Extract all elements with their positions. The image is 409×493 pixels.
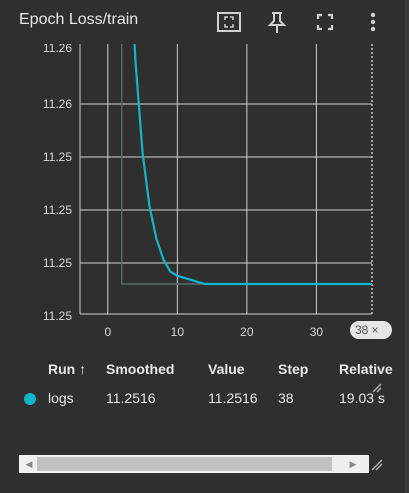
- y-tick-label: 11.25: [43, 256, 72, 270]
- scroll-left-icon[interactable]: ◀: [25, 459, 33, 469]
- card-title: Epoch Loss/train: [19, 11, 139, 28]
- cell-run: logs: [48, 390, 74, 406]
- cell-smoothed: 11.2516: [106, 390, 156, 406]
- header-run[interactable]: Run ↑: [48, 361, 87, 377]
- hover-step-tooltip[interactable]: 38 ×: [350, 321, 392, 339]
- chart-area[interactable]: 11.26 11.25 11.25 11.25 11.26 11.25 0 10 20 30 38…: [0, 44, 405, 393]
- pin-icon[interactable]: [263, 8, 291, 36]
- header-value[interactable]: Value: [208, 361, 245, 377]
- table-resize-icon[interactable]: [369, 457, 383, 471]
- chart-resize-icon[interactable]: [370, 381, 382, 393]
- card-header: Epoch Loss/train: [0, 0, 405, 44]
- y-tick-label: 11.26: [43, 97, 72, 111]
- horizontal-scrollbar[interactable]: ◀ ▶: [19, 455, 369, 473]
- loss-chart[interactable]: 11.26 11.25 11.25 11.25 11.26 11.25 0 10 20 30: [0, 44, 405, 350]
- y-tick-label: 11.25: [43, 150, 72, 164]
- cell-relative: 19.03 s: [339, 390, 385, 406]
- fullscreen-icon[interactable]: [311, 8, 339, 36]
- more-vert-icon[interactable]: [359, 8, 387, 36]
- cell-step: 38: [278, 390, 294, 406]
- header-step[interactable]: Step: [278, 361, 309, 377]
- x-tick-label: 0: [104, 325, 111, 339]
- header-relative[interactable]: Relative: [339, 361, 393, 377]
- header-smoothed[interactable]: Smoothed: [106, 361, 175, 377]
- x-tick-label: 30: [310, 325, 324, 339]
- y-tick-label-clipped: 11.25: [43, 309, 72, 323]
- scroll-right-icon[interactable]: ▶: [349, 459, 357, 469]
- scrollbar-thumb[interactable]: [37, 457, 332, 471]
- x-tick-label: 10: [171, 325, 185, 339]
- cell-value: 11.2516: [208, 390, 258, 406]
- y-tick-label-clipped: 11.26: [43, 44, 72, 55]
- fit-domain-icon[interactable]: [215, 8, 243, 36]
- run-color-dot: [24, 393, 36, 405]
- y-tick-label: 11.25: [43, 203, 72, 217]
- x-tick-label: 20: [240, 325, 254, 339]
- right-edge: [405, 0, 409, 493]
- run-table: Run ↑ Smoothed Value Step Relative logs …: [0, 352, 405, 422]
- series-line-logs: [133, 44, 372, 286]
